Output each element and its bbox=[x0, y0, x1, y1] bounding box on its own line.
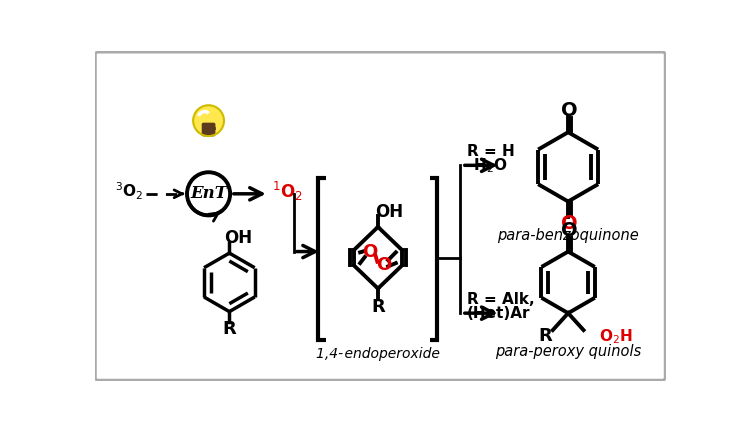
FancyBboxPatch shape bbox=[96, 52, 665, 380]
Text: R: R bbox=[371, 298, 385, 316]
Text: OH: OH bbox=[375, 202, 403, 220]
Text: O: O bbox=[376, 256, 391, 274]
Text: $^3$O$_2$: $^3$O$_2$ bbox=[115, 181, 143, 202]
Text: -H$_2$O: -H$_2$O bbox=[467, 156, 508, 175]
Text: EnT: EnT bbox=[190, 185, 227, 202]
Text: O: O bbox=[562, 220, 578, 240]
Text: O: O bbox=[562, 101, 578, 120]
Text: R: R bbox=[223, 320, 236, 338]
Text: R = H: R = H bbox=[467, 144, 514, 159]
Text: (Het)Ar: (Het)Ar bbox=[467, 306, 530, 321]
Text: O$_2$H: O$_2$H bbox=[599, 327, 633, 346]
Text: R: R bbox=[538, 327, 552, 345]
FancyBboxPatch shape bbox=[203, 123, 214, 136]
Text: O: O bbox=[361, 244, 377, 262]
Text: $^1$O$_2$: $^1$O$_2$ bbox=[272, 180, 303, 203]
Text: para‑benzoquinone: para‑benzoquinone bbox=[497, 228, 639, 243]
Text: O: O bbox=[562, 214, 578, 232]
Text: OH: OH bbox=[225, 229, 253, 247]
Text: para‑peroxy quinols: para‑peroxy quinols bbox=[495, 344, 641, 359]
Circle shape bbox=[193, 105, 224, 136]
Text: 1,4- endoperoxide: 1,4- endoperoxide bbox=[315, 347, 439, 361]
Text: R = Alk,: R = Alk, bbox=[467, 292, 534, 307]
